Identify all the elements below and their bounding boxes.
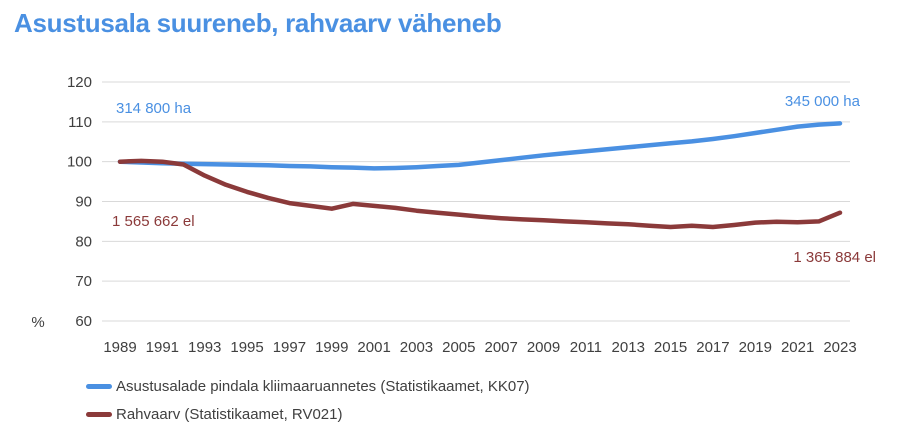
chart-title: Asustusala suureneb, rahvaarv väheneb	[14, 8, 502, 38]
x-tick-label: 1993	[188, 339, 221, 356]
x-tick-label: 1991	[146, 339, 179, 356]
x-tick-label: 1989	[103, 339, 136, 356]
x-tick-label: 2005	[442, 339, 475, 356]
x-tick-label: 2007	[484, 339, 517, 356]
series-lines	[117, 121, 843, 230]
x-tick-label: 2021	[781, 339, 814, 356]
legend-swatch-population	[86, 411, 112, 417]
x-tick-label: 2001	[357, 339, 390, 356]
legend: Asustusalade pindala kliimaaruannetes (S…	[86, 372, 530, 428]
series-annotations: 314 800 ha 345 000 ha 1 565 662 el 1 365 88…	[112, 93, 876, 266]
legend-item-population: Rahvaarv (Statistikaamet, RV021)	[86, 400, 530, 428]
y-tick-label: 100	[67, 154, 92, 171]
y-tick-label: 120	[67, 74, 92, 91]
legend-swatch-area	[86, 383, 112, 389]
area-start-label: 314 800 ha	[116, 100, 192, 117]
x-axis-ticks: 1989 1991 1993 1995 1997 1999 2001 2003 2005 2007…	[103, 339, 856, 356]
y-axis-label: %	[31, 314, 44, 331]
y-tick-label: 80	[75, 233, 92, 250]
x-tick-label: 2003	[400, 339, 433, 356]
x-tick-label: 1995	[230, 339, 263, 356]
x-tick-label: 2023	[823, 339, 856, 356]
y-tick-label: 90	[75, 194, 92, 211]
x-tick-label: 2017	[696, 339, 729, 356]
series-line-area	[117, 121, 843, 171]
x-tick-label: 1999	[315, 339, 348, 356]
legend-label-area: Asustusalade pindala kliimaaruannetes (S…	[116, 377, 530, 395]
population-start-label: 1 565 662 el	[112, 213, 195, 230]
y-tick-label: 110	[68, 114, 92, 131]
y-tick-label: 70	[75, 273, 92, 290]
y-axis-ticks: 60 70 80 90 100 110 120	[67, 74, 92, 330]
y-tick-label: 60	[75, 313, 92, 330]
series-line-population	[117, 158, 843, 230]
gridlines	[102, 81, 850, 322]
legend-label-population: Rahvaarv (Statistikaamet, RV021)	[116, 405, 343, 423]
area-end-label: 345 000 ha	[785, 93, 861, 110]
x-tick-label: 2019	[739, 339, 772, 356]
x-tick-label: 2013	[612, 339, 645, 356]
legend-item-area: Asustusalade pindala kliimaaruannetes (S…	[86, 372, 530, 400]
x-tick-label: 2009	[527, 339, 560, 356]
x-tick-label: 2011	[570, 339, 602, 356]
x-tick-label: 1997	[273, 339, 306, 356]
x-tick-label: 2015	[654, 339, 687, 356]
population-end-label: 1 365 884 el	[793, 249, 876, 266]
